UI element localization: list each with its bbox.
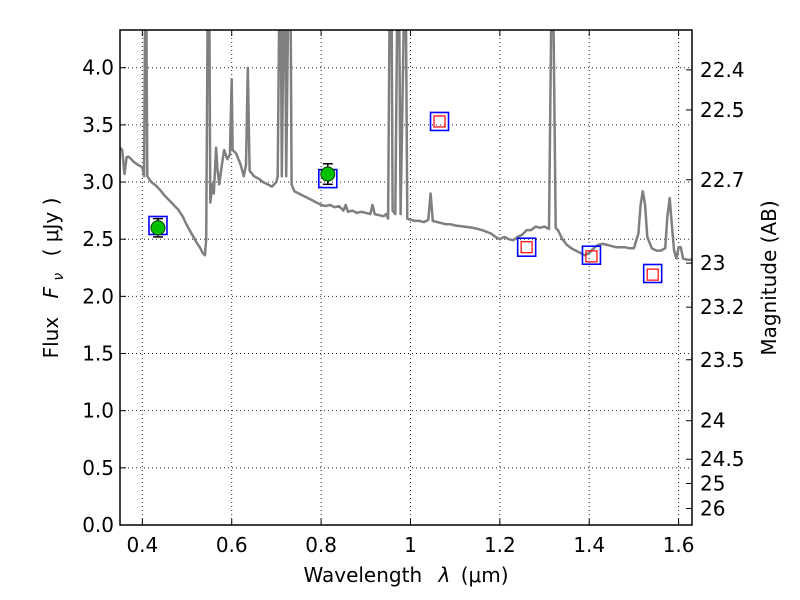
x-tick-label: 0.6: [216, 533, 248, 557]
y-axis-label-symbol: F: [39, 286, 63, 298]
x-axis-ticks: 0.4 0.6 0.8 1 1.2 1.4 1.6: [126, 30, 695, 557]
y2-tick-label: 24.5: [700, 447, 745, 471]
y-axis-label: Flux F ν ( μJy ): [39, 198, 68, 359]
model-photometry-inner-square: [520, 241, 533, 254]
y-tick-label: 2.0: [82, 284, 114, 308]
x-tick-label: 1.6: [663, 533, 695, 557]
x-tick-label: 0.4: [126, 533, 158, 557]
y-tick-label: 0.0: [82, 513, 114, 537]
x-axis-label-text: Wavelength: [303, 563, 422, 587]
y-axis-label-subscript: ν: [51, 273, 67, 281]
y-tick-label: 3.5: [82, 113, 114, 137]
observed-data-point: [320, 166, 336, 182]
y-axis-label-unit: ( μJy ): [39, 198, 63, 257]
y2-tick-label: 23: [700, 251, 725, 275]
y2-axis-label: Magnitude (AB): [757, 200, 781, 355]
markers: [148, 111, 663, 284]
y-axis-label-text: Flux: [39, 317, 63, 359]
model-photometry-outer-square: [429, 111, 450, 132]
y2-tick-label: 22.7: [700, 168, 745, 192]
y-tick-label: 1.5: [82, 342, 114, 366]
y-tick-label: 4.0: [82, 56, 114, 80]
x-axis-label-symbol: λ: [438, 563, 451, 587]
y2-tick-label: 22.5: [700, 98, 745, 122]
y2-tick-label: 23.2: [700, 295, 745, 319]
y-axis-ticks: 0.0 0.5 1.0 1.5 2.0 2.5 3.0 3.5 4.0: [82, 56, 126, 537]
y-tick-label: 2.5: [82, 227, 114, 251]
y-tick-label: 3.0: [82, 170, 114, 194]
y-tick-label: 0.5: [82, 456, 114, 480]
model-photometry-inner-square: [433, 115, 446, 128]
x-tick-label: 1.2: [484, 533, 516, 557]
y2-tick-label: 24: [700, 409, 725, 433]
y-tick-label: 1.0: [82, 399, 114, 423]
x-axis-label: Wavelength λ (μm): [303, 563, 508, 587]
model-photometry-inner-square: [585, 250, 598, 263]
y2-tick-label: 23.5: [700, 348, 745, 372]
model-photometry-outer-square: [581, 245, 602, 266]
x-tick-label: 1.4: [573, 533, 605, 557]
model-photometry-outer-square: [642, 263, 663, 284]
observed-data-point: [150, 220, 166, 236]
y2-tick-label: 25: [700, 471, 725, 495]
y2-tick-label: 26: [700, 496, 725, 520]
axes-frame: [119, 29, 693, 526]
x-tick-label: 0.8: [305, 533, 337, 557]
model-photometry-inner-square: [646, 268, 659, 281]
x-axis-label-unit: (μm): [461, 563, 509, 587]
y2-tick-label: 22.4: [700, 58, 745, 82]
sed-model-line: [120, 30, 692, 262]
x-tick-label: 1: [404, 533, 417, 557]
model-photometry-outer-square: [516, 237, 537, 258]
plot-area: [120, 30, 692, 284]
